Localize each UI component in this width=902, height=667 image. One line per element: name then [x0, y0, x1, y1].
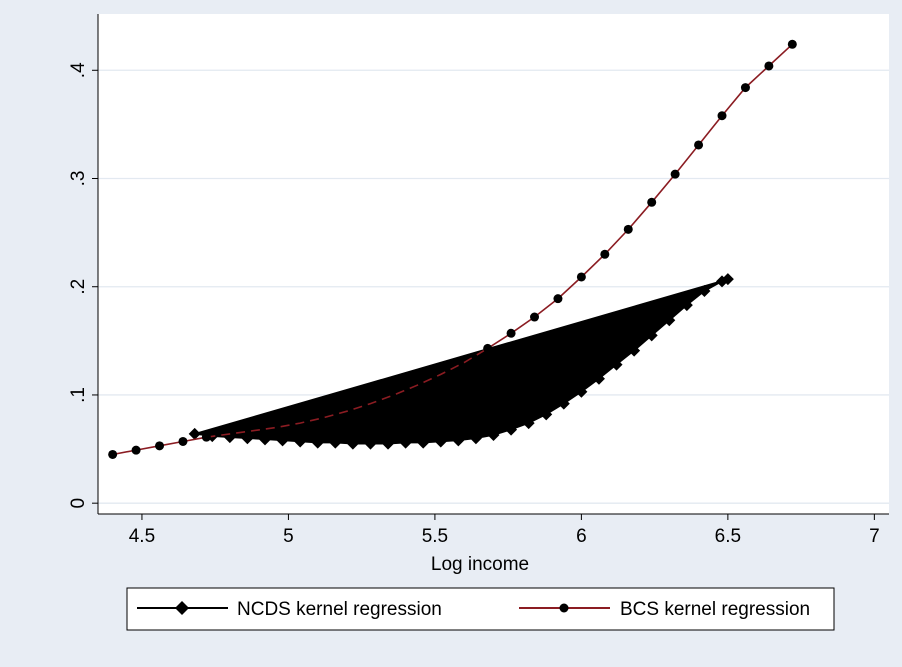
ncds-point: [276, 434, 289, 447]
grid-lines: [98, 69, 889, 504]
legend-label-bcs: BCS kernel regression: [620, 599, 810, 620]
ncds-point: [698, 285, 711, 298]
x-tick-label: 4.5: [129, 526, 155, 547]
ncds-point: [241, 432, 254, 445]
bcs-point: [694, 140, 704, 150]
ncds-point: [522, 417, 535, 430]
bcs-point: [740, 83, 750, 93]
series-layer: [108, 39, 797, 459]
ncds-point: [540, 408, 553, 421]
circle-marker-icon: [559, 603, 569, 613]
ncds-point: [382, 437, 395, 450]
bcs-point: [155, 441, 165, 451]
ncds-point: [399, 436, 412, 449]
y-tick-label: .4: [68, 62, 89, 78]
bcs-point: [717, 111, 727, 121]
ncds-point: [663, 314, 676, 327]
bcs-point: [576, 272, 586, 282]
ncds-point: [452, 434, 465, 447]
ncds-point: [346, 437, 359, 450]
ncds-point: [628, 344, 641, 357]
bcs-point: [178, 436, 188, 446]
legend-box: [126, 587, 835, 631]
bcs-point: [201, 432, 211, 442]
y-axis-ticks: 0 .1 .2 .3 .4: [68, 62, 98, 509]
bcs-series-hidden-segment: [206, 347, 489, 438]
bcs-series-line-upper: [487, 43, 793, 350]
x-tick-label: 6.5: [715, 526, 741, 547]
ncds-point: [721, 273, 734, 286]
x-tick-label: 5: [283, 526, 294, 547]
bcs-point: [483, 343, 493, 353]
bcs-point: [670, 169, 680, 179]
bcs-point: [787, 39, 797, 49]
ncds-point: [417, 436, 430, 449]
y-tick-label: .3: [68, 171, 89, 187]
ncds-point: [294, 435, 307, 448]
x-axis-ticks: 4.5 5 5.5 6 6.5 7: [129, 514, 880, 547]
bcs-point: [530, 312, 540, 322]
ncds-point: [258, 433, 271, 446]
x-tick-label: 6: [576, 526, 587, 547]
ncds-point: [557, 397, 570, 410]
ncds-point: [434, 435, 447, 448]
ncds-point: [680, 299, 693, 312]
ncds-point: [592, 372, 605, 385]
bcs-point: [647, 197, 657, 207]
ncds-point: [364, 437, 377, 450]
ncds-point: [188, 427, 201, 440]
x-axis-label: Log income: [431, 554, 529, 575]
ncds-point: [487, 428, 500, 441]
bcs-point: [600, 249, 610, 259]
bcs-point: [623, 224, 633, 234]
legend-item-bcs: BCS kernel regression: [519, 599, 810, 620]
y-tick-label: .2: [68, 279, 89, 295]
ncds-point: [505, 423, 518, 436]
ncds-point: [645, 329, 658, 342]
ncds-point: [469, 432, 482, 445]
x-tick-label: 7: [869, 526, 880, 547]
ncds-point: [311, 436, 324, 449]
x-tick-label: 5.5: [422, 526, 448, 547]
legend: NCDS kernel regression BCS kernel regres…: [126, 587, 835, 631]
bcs-point: [506, 328, 516, 338]
ncds-point: [329, 436, 342, 449]
bcs-point: [553, 294, 563, 304]
diamond-marker-icon: [175, 601, 189, 615]
bcs-point: [764, 61, 774, 71]
ncds-point: [610, 358, 623, 371]
bcs-point: [131, 445, 141, 455]
ncds-point: [575, 385, 588, 398]
y-tick-label: .1: [68, 387, 89, 403]
y-tick-label: 0: [68, 498, 89, 509]
bcs-point: [108, 449, 118, 459]
legend-item-ncds: NCDS kernel regression: [137, 599, 442, 620]
legend-label-ncds: NCDS kernel regression: [237, 599, 442, 620]
